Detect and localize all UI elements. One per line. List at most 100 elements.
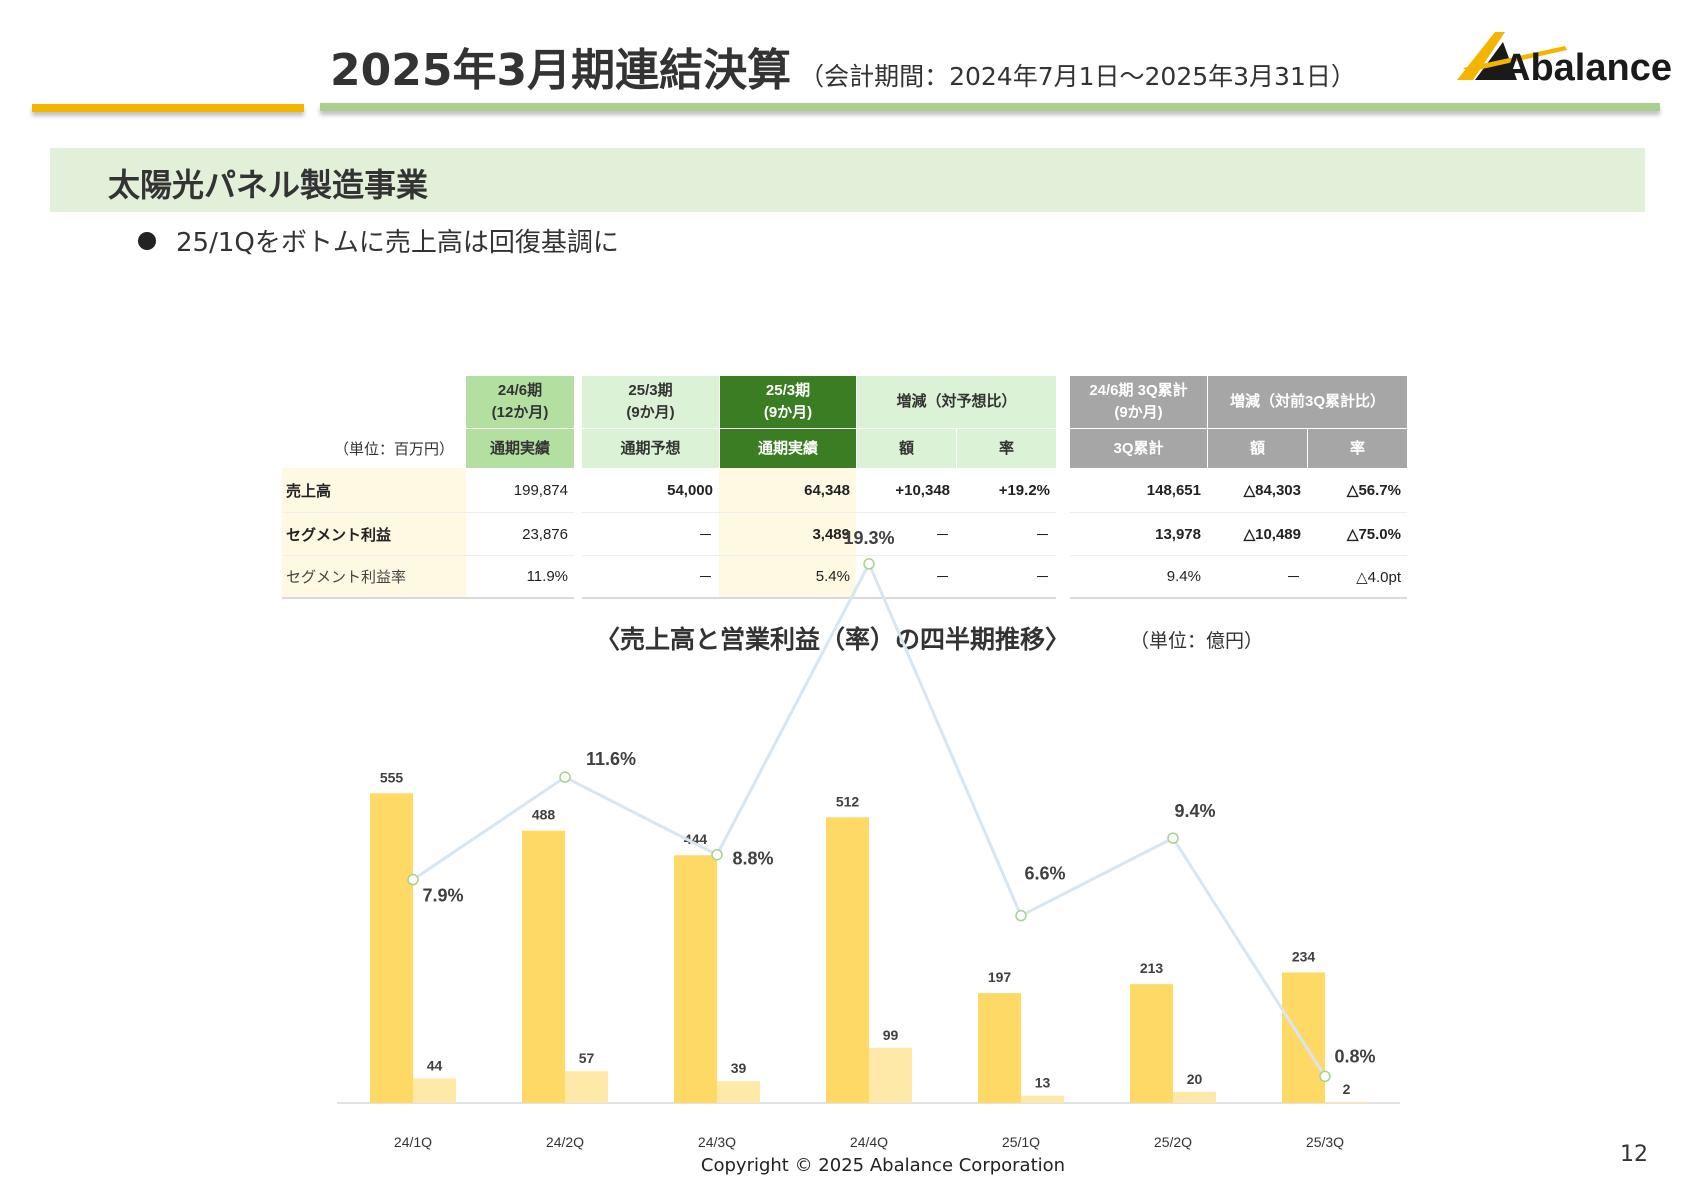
logo-text: Abalance [1503, 47, 1672, 88]
cell: 11.9% [466, 556, 574, 599]
rate-point [1015, 909, 1027, 922]
category-tick-label: 24/2Q [546, 1134, 584, 1150]
profit-data-label: 2 [1343, 1081, 1351, 1097]
profit-bar [717, 1081, 760, 1103]
cell: 199,874 [466, 468, 574, 513]
header-accent-green [320, 103, 1660, 111]
sales-data-label: 444 [684, 831, 708, 847]
cell: 13,978 [1070, 513, 1207, 556]
profit-bar [869, 1047, 912, 1103]
cell: 64,348 [719, 468, 856, 513]
sales-bar [826, 817, 869, 1103]
subheader: 額 [1207, 428, 1307, 468]
bullet-icon [138, 232, 156, 250]
header-fy24-actual: 24/6期 (12か月) [466, 376, 574, 428]
subheader: 通期実績 [719, 428, 856, 468]
rate-point [863, 558, 875, 570]
rate-data-label: 19.3% [843, 528, 894, 548]
cell: － [582, 513, 719, 556]
section-band [50, 148, 1645, 212]
header-fy24-3q: 24/6期 3Q累計 (9か月) [1070, 376, 1207, 428]
bullet-text: 25/1Qをボトムに売上高は回復基調に [176, 228, 619, 258]
rate-data-label: 8.8% [732, 849, 773, 869]
segment-results-table: 24/6期 (12か月) 25/3期 (9か月) 25/3期 (9か月) 増減（… [282, 376, 1407, 599]
cell: △75.0% [1307, 513, 1407, 556]
cell: 5.4% [719, 556, 856, 599]
profit-data-label: 13 [1035, 1075, 1051, 1091]
sales-bar [522, 830, 565, 1103]
profit-bar [1173, 1091, 1216, 1103]
rate-data-label: 11.6% [586, 749, 636, 769]
cell: +10,348 [856, 468, 956, 513]
section-title: 太陽光パネル製造事業 [108, 166, 429, 204]
subheader: 通期予想 [582, 428, 719, 468]
sales-bar [1130, 984, 1173, 1103]
cell: － [582, 556, 719, 599]
rate-data-label: 9.4% [1174, 801, 1215, 821]
page-title: 2025年3月期連結決算 （会計期間：2024年7月1日～2025年3月31日） [330, 34, 1356, 98]
sales-bar [1282, 972, 1325, 1103]
subheader: 額 [856, 428, 956, 468]
sales-data-label: 555 [380, 769, 404, 785]
cell: 9.4% [1070, 556, 1207, 599]
unit-label: （単位：百万円） [333, 440, 454, 458]
rate-point [559, 771, 571, 783]
rate-data-label: 0.8% [1334, 1046, 1375, 1066]
profit-data-label: 57 [579, 1050, 595, 1066]
cell: 54,000 [582, 468, 719, 513]
sales-bar [674, 855, 717, 1103]
cell: △4.0pt [1307, 556, 1407, 599]
category-tick-label: 25/1Q [1002, 1134, 1040, 1150]
row-label: セグメント利益率 [282, 556, 466, 599]
page-number: 12 [1620, 1142, 1648, 1167]
cell: － [1207, 556, 1307, 599]
rate-data-label: 6.6% [1024, 864, 1065, 884]
cell: △56.7% [1307, 468, 1407, 513]
subheader: 率 [1307, 428, 1407, 468]
cell: － [956, 513, 1056, 556]
profit-data-label: 44 [427, 1057, 443, 1073]
category-tick-label: 25/3Q [1306, 1134, 1344, 1150]
rate-point [1319, 1070, 1331, 1083]
table-row-sales: 売上高 199,874 54,000 64,348 +10,348 +19.2%… [282, 468, 1407, 513]
category-tick-label: 24/3Q [698, 1134, 736, 1150]
row-label: 売上高 [282, 468, 466, 513]
category-tick-label: 25/2Q [1154, 1134, 1192, 1150]
profit-bar [565, 1071, 608, 1103]
copyright: Copyright © 2025 Abalance Corporation [700, 1155, 1066, 1176]
profit-bar [1325, 1101, 1368, 1103]
category-tick-label: 24/1Q [394, 1134, 432, 1150]
rate-point [711, 848, 723, 861]
header-diff-vs-forecast: 増減（対予想比） [856, 376, 1056, 428]
header-accent-yellow [32, 104, 304, 112]
header-fy25-forecast: 25/3期 (9か月) [582, 376, 719, 428]
abalance-logo: Abalance [1457, 32, 1672, 88]
profit-bar [413, 1078, 456, 1103]
sales-data-label: 488 [532, 807, 556, 823]
chart-title: 〈売上高と営業利益（率）の四半期推移〉 [595, 625, 1071, 654]
cell: 3,489 [719, 513, 856, 556]
title-main: 2025年3月期連結決算 [330, 45, 792, 96]
cell: △84,303 [1207, 468, 1307, 513]
sales-bar [978, 993, 1021, 1103]
subheader: 3Q累計 [1070, 428, 1207, 468]
title-period: （会計期間：2024年7月1日～2025年3月31日） [799, 62, 1356, 91]
cell: － [856, 513, 956, 556]
profit-data-label: 39 [731, 1060, 747, 1076]
header-diff-vs-prev-3q: 増減（対前3Q累計比） [1207, 376, 1407, 428]
cell: － [956, 556, 1056, 599]
rate-data-label: 7.9% [422, 886, 463, 906]
chart-unit: （単位：億円） [1130, 630, 1264, 652]
cell: 148,651 [1070, 468, 1207, 513]
cell: 23,876 [466, 513, 574, 556]
cell: +19.2% [956, 468, 1056, 513]
sales-data-label: 213 [1140, 960, 1164, 976]
sales-data-label: 512 [836, 793, 860, 809]
sales-data-label: 234 [1292, 948, 1316, 964]
rate-point [1167, 832, 1179, 844]
category-tick-label: 24/4Q [850, 1134, 888, 1150]
rate-point [407, 873, 419, 886]
profit-data-label: 20 [1187, 1071, 1203, 1087]
subheader: 通期実績 [466, 428, 574, 468]
